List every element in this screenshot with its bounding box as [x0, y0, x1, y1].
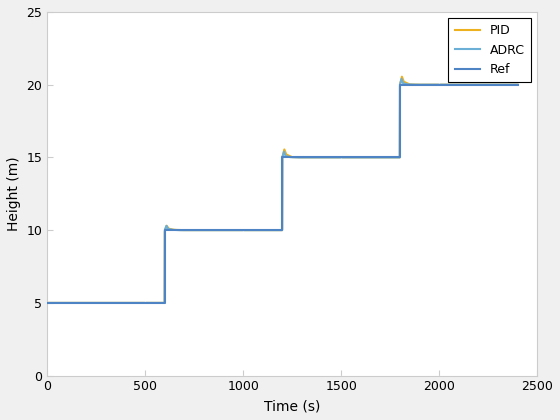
PID — [514, 82, 521, 87]
ADRC — [161, 300, 168, 305]
ADRC — [279, 155, 286, 160]
ADRC — [396, 155, 403, 160]
ADRC — [287, 155, 293, 160]
PID — [416, 82, 423, 87]
PID — [181, 228, 188, 233]
ADRC — [398, 76, 405, 81]
Ref — [514, 82, 521, 87]
PID — [289, 155, 296, 160]
Ref — [161, 300, 168, 305]
Ref — [396, 155, 403, 160]
PID — [279, 228, 286, 233]
Ref — [279, 155, 286, 160]
PID — [407, 82, 413, 87]
Ref — [396, 82, 403, 87]
PID — [298, 155, 305, 160]
ADRC — [295, 155, 301, 160]
PID — [165, 226, 172, 231]
PID — [281, 147, 288, 152]
ADRC — [177, 228, 184, 233]
Line: PID: PID — [47, 77, 517, 303]
Ref — [279, 228, 286, 233]
Line: Ref: Ref — [47, 85, 517, 303]
ADRC — [163, 223, 170, 228]
X-axis label: Time (s): Time (s) — [264, 399, 320, 413]
PID — [44, 300, 50, 305]
Ref — [161, 228, 168, 233]
ADRC — [400, 81, 407, 86]
PID — [400, 79, 407, 84]
ADRC — [281, 149, 287, 154]
PID — [399, 74, 405, 79]
ADRC — [169, 227, 176, 232]
ADRC — [396, 82, 403, 87]
PID — [396, 82, 403, 87]
ADRC — [412, 82, 419, 87]
ADRC — [44, 300, 50, 305]
PID — [283, 152, 290, 157]
ADRC — [279, 228, 286, 233]
ADRC — [404, 82, 411, 87]
Y-axis label: Height (m): Height (m) — [7, 157, 21, 231]
PID — [161, 228, 168, 233]
PID — [164, 223, 170, 228]
PID — [279, 155, 286, 160]
Line: ADRC: ADRC — [47, 79, 517, 303]
PID — [396, 155, 403, 160]
Ref — [44, 300, 50, 305]
ADRC — [514, 82, 521, 87]
ADRC — [165, 226, 171, 231]
PID — [171, 227, 178, 232]
ADRC — [282, 153, 289, 158]
PID — [161, 300, 168, 305]
Legend: PID, ADRC, Ref: PID, ADRC, Ref — [449, 18, 531, 82]
ADRC — [161, 228, 168, 233]
